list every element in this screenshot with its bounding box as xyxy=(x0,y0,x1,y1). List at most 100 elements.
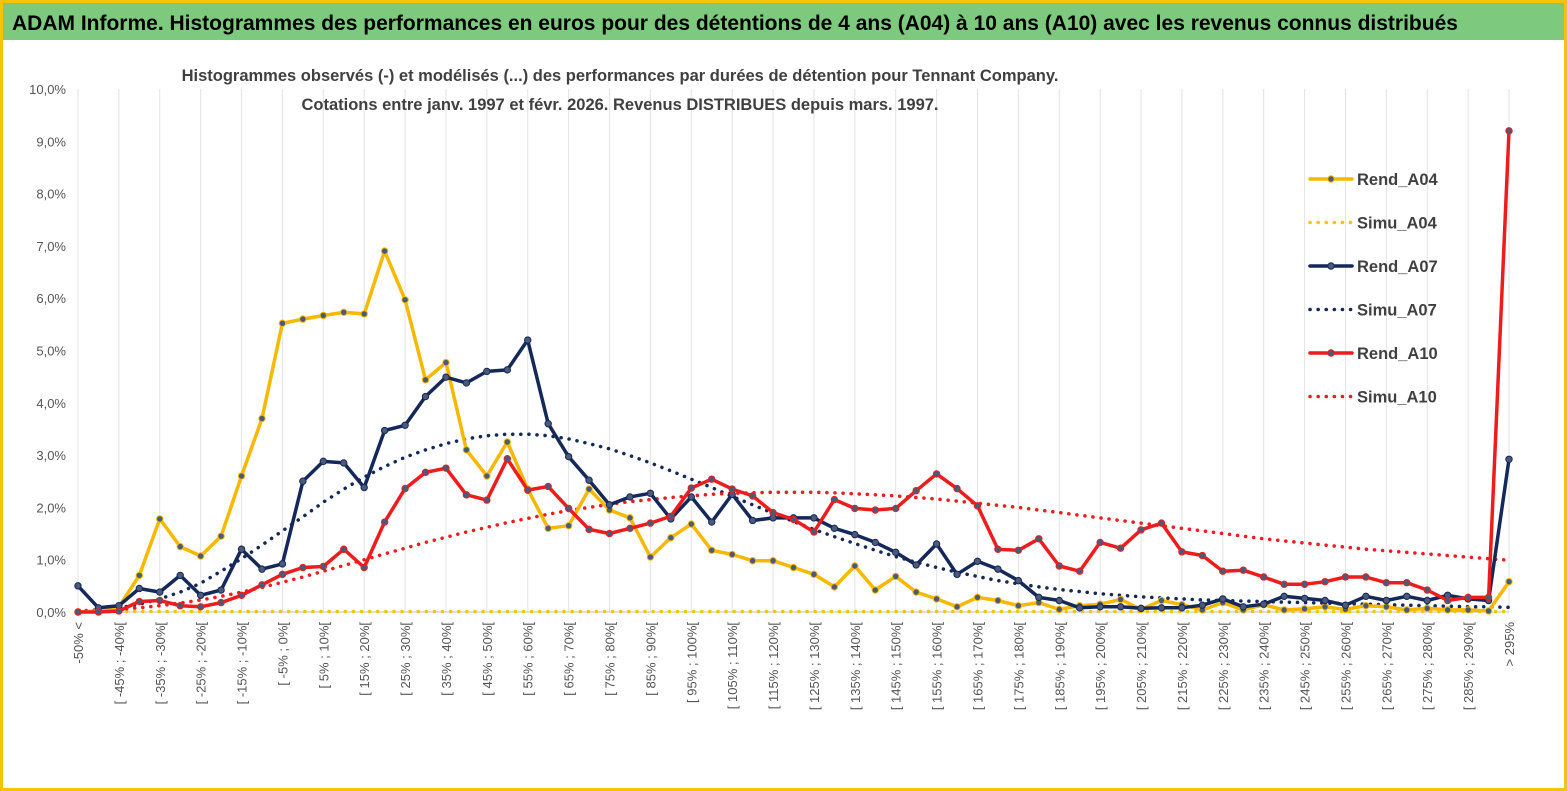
series-rend-a04-point xyxy=(708,546,716,554)
series-rend-a04-point xyxy=(258,414,266,423)
series-rend-a07-point xyxy=(1239,603,1247,611)
series-rend-a04-line xyxy=(76,249,1511,614)
series-rend-a04-point xyxy=(851,562,859,570)
series-rend-a07-point xyxy=(708,518,716,526)
series-rend-a07-point xyxy=(1157,604,1166,612)
x-axis: -50% < [ -45% ; -40%[[ -35% ; -30%[[ -25%… xyxy=(71,611,1517,711)
x-tick-label: [ 35% ; 40%[ xyxy=(439,622,454,696)
legend-label: Rend_A07 xyxy=(1357,258,1438,276)
series-rend-a07-point xyxy=(1382,596,1391,605)
legend-marker xyxy=(1327,262,1335,270)
series-rend-a04-point xyxy=(319,311,328,320)
chart-title: Histogrammes observés (-) et modélisés (… xyxy=(182,67,1059,114)
series-rend-a10-point xyxy=(708,475,716,483)
series-rend-a10-line xyxy=(76,129,1511,614)
series-rend-a04-point xyxy=(299,315,307,323)
series-group xyxy=(74,127,1513,616)
x-tick-label: -50% < xyxy=(71,622,86,664)
series-rend-a04-point xyxy=(462,446,471,454)
series-rend-a10-point xyxy=(1382,579,1391,587)
series-rend-a07-point xyxy=(1300,594,1309,603)
series-rend-a04-point xyxy=(871,586,879,594)
series-rend-a04-point xyxy=(953,603,961,611)
series-rend-a10-point xyxy=(462,491,471,499)
series-rend-a10-point xyxy=(1014,546,1023,554)
x-tick-label: [ 95% ; 100%[ xyxy=(684,622,699,703)
series-rend-a07-point xyxy=(299,477,307,485)
y-tick-label: 0,0% xyxy=(36,605,66,620)
x-tick-label: [ -15% ; -10%[ xyxy=(235,622,250,705)
series-rend-a07-point xyxy=(626,493,634,501)
legend-marker xyxy=(1327,175,1335,183)
series-rend-a04-point xyxy=(278,319,287,328)
series-rend-a07-point xyxy=(1198,601,1207,609)
series-rend-a10-point xyxy=(442,464,450,472)
x-tick-label: [ 55% ; 60%[ xyxy=(521,622,536,696)
x-tick-label: [ 165% ; 170%[ xyxy=(970,622,985,711)
series-rend-a10-point xyxy=(1096,538,1104,547)
series-rend-a10-point xyxy=(94,608,103,616)
grid-lines xyxy=(77,89,1510,612)
x-tick-label: [ 15% ; 20%[ xyxy=(357,622,372,696)
x-tick-label: > 295% xyxy=(1502,622,1517,667)
series-rend-a10-point xyxy=(871,506,879,514)
series-rend-a10-point xyxy=(360,563,368,572)
series-rend-a10-point xyxy=(319,562,328,571)
series-rend-a07-point xyxy=(871,538,879,547)
series-rend-a04-point xyxy=(503,438,511,446)
series-rend-a10-point xyxy=(892,504,900,513)
series-rend-a07-point xyxy=(156,588,164,596)
x-tick-label: [ 205% ; 210%[ xyxy=(1134,622,1149,711)
x-tick-label: [ 285% ; 290%[ xyxy=(1461,622,1476,711)
x-tick-label: [ 105% ; 110%[ xyxy=(725,622,740,710)
x-tick-label: [ 245% ; 250%[ xyxy=(1298,622,1313,711)
x-tick-label: [ 65% ; 70%[ xyxy=(562,622,577,696)
series-rend-a04-point xyxy=(156,515,164,523)
x-tick-label: [ -45% ; -40%[ xyxy=(112,622,127,705)
series-rend-a10-point xyxy=(646,519,655,527)
series-rend-a07-point xyxy=(810,514,818,522)
x-tick-label: [ 275% ; 280%[ xyxy=(1420,622,1435,711)
x-tick-label: [ 215% ; 220%[ xyxy=(1175,622,1190,711)
series-rend-a07-point xyxy=(1362,592,1370,601)
series-rend-a04-point xyxy=(1014,602,1023,610)
x-tick-label: [ 225% ; 230%[ xyxy=(1216,622,1231,711)
series-rend-a04-point xyxy=(667,534,675,542)
series-rend-a07-point xyxy=(237,545,246,553)
y-axis: 0,0% 1,0% 2,0% 3,0% 4,0% 5,0% 6,0% 7,0% 8,0% 9,0%… xyxy=(29,82,66,620)
series-rend-a10-point xyxy=(217,598,225,607)
series-rend-a07-point xyxy=(196,591,205,599)
series-rend-a04-point xyxy=(912,588,920,596)
series-rend-a04-point xyxy=(1280,606,1288,614)
x-tick-label: [ 145% ; 150%[ xyxy=(889,622,904,711)
series-rend-a10-point xyxy=(1505,127,1513,135)
series-rend-a10-point xyxy=(1116,544,1125,552)
series-rend-a10-point xyxy=(237,591,246,599)
y-tick-label: 10,0% xyxy=(29,82,66,97)
series-rend-a07-point xyxy=(687,493,695,501)
legend: Rend_A04 Simu_A04 Rend_A07 Simu_A07 Rend_A10… xyxy=(1308,171,1439,407)
series-rend-a04-point xyxy=(1403,606,1411,614)
series-rend-a10-point xyxy=(115,607,123,615)
x-tick-label: [ 75% ; 80%[ xyxy=(603,622,618,696)
series-rend-a07-point xyxy=(1280,592,1288,601)
series-rend-a10-point xyxy=(810,528,818,536)
series-rend-a04-point xyxy=(1484,607,1493,615)
series-rend-a10-point xyxy=(258,581,266,589)
series-rend-a10-point xyxy=(503,455,511,463)
series-rend-a04-point xyxy=(1464,606,1472,614)
series-rend-a10-point xyxy=(1055,562,1063,570)
series-rend-a07-point xyxy=(564,452,573,461)
series-rend-a04-point xyxy=(626,514,634,522)
series-rend-a07-point xyxy=(1423,596,1431,605)
series-rend-a10-point xyxy=(789,515,798,524)
x-tick-label: [ 155% ; 160%[ xyxy=(930,622,945,711)
series-simu-a10-line xyxy=(76,490,1511,613)
series-rend-a07-point xyxy=(912,561,920,569)
series-rend-a04-point xyxy=(1423,604,1431,613)
chart-title-line-1: Histogrammes observés (-) et modélisés (… xyxy=(182,67,1059,85)
x-tick-label: [ 175% ; 180%[ xyxy=(1011,622,1026,711)
x-tick-label: [ 115% ; 120%[ xyxy=(766,622,781,710)
series-rend-a07-point xyxy=(830,524,839,533)
series-rend-a10-point xyxy=(585,525,593,534)
